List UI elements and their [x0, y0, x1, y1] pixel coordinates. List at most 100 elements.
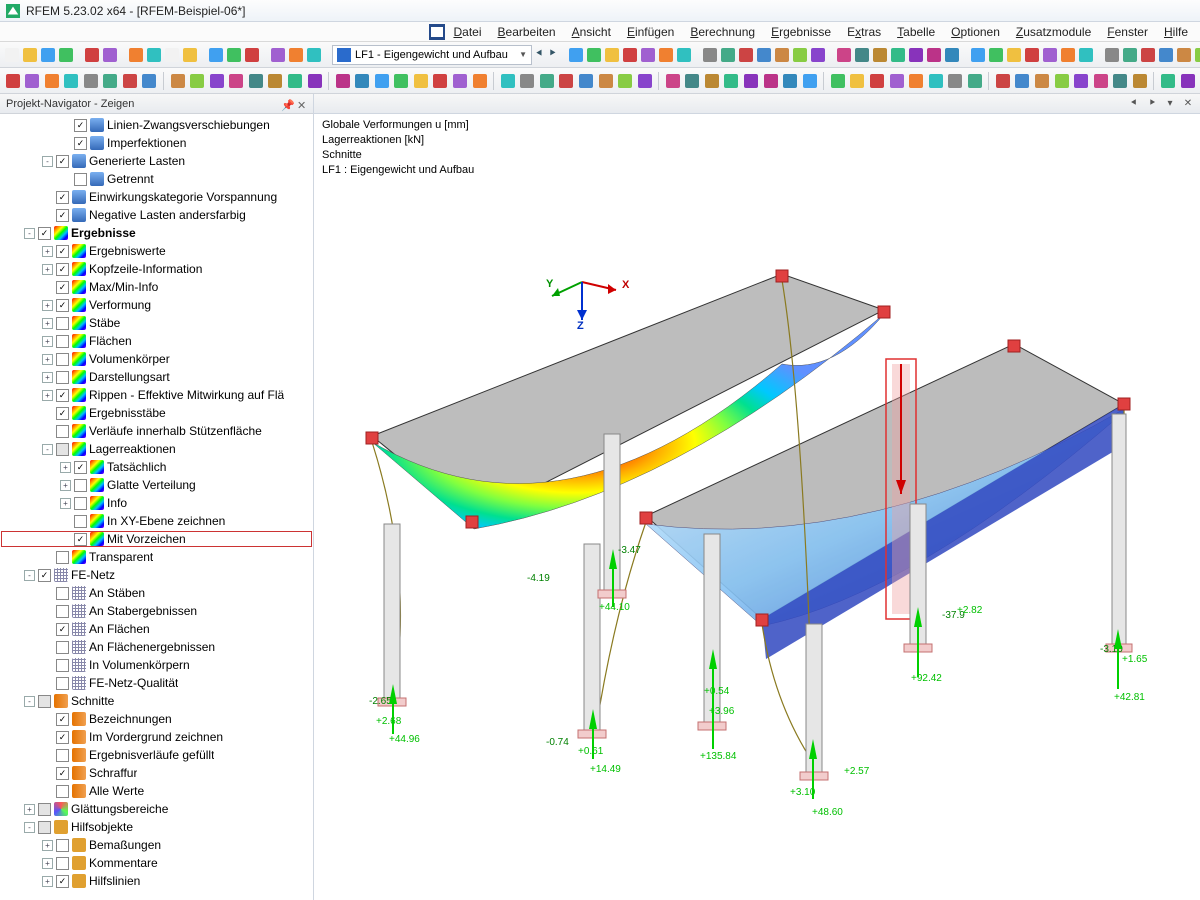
- tool-r2-42[interactable]: [868, 70, 886, 92]
- view-close-icon[interactable]: ✕: [1180, 96, 1196, 112]
- tool-r1-22[interactable]: [988, 44, 1004, 66]
- tree-row[interactable]: Getrennt: [0, 170, 313, 188]
- tree-row[interactable]: -Hilfsobjekte: [0, 818, 313, 836]
- tree-row[interactable]: -Schnitte: [0, 692, 313, 710]
- tree-checkbox[interactable]: [56, 191, 69, 204]
- tool-r2-35[interactable]: [723, 70, 741, 92]
- tool-r2-8[interactable]: [169, 70, 187, 92]
- tree-row[interactable]: Im Vordergrund zeichnen: [0, 728, 313, 746]
- tool-r2-17[interactable]: [354, 70, 372, 92]
- tree-row[interactable]: Transparent: [0, 548, 313, 566]
- tree-row[interactable]: +Kommentare: [0, 854, 313, 872]
- tool-r2-29[interactable]: [597, 70, 615, 92]
- tree-row[interactable]: Max/Min-Info: [0, 278, 313, 296]
- loadcase-combo[interactable]: LF1 - Eigengewicht und Aufbau▼: [332, 45, 532, 65]
- tool-r1-12[interactable]: [792, 44, 808, 66]
- tool-r2-16[interactable]: [334, 70, 352, 92]
- tool-r2-52[interactable]: [1072, 70, 1090, 92]
- tool-r2-34[interactable]: [703, 70, 721, 92]
- tool-prev-lc[interactable]: ⯇: [534, 44, 545, 66]
- tree-row[interactable]: +Ergebniswerte: [0, 242, 313, 260]
- tree-checkbox[interactable]: [56, 839, 69, 852]
- tool-pan[interactable]: [244, 44, 260, 66]
- tree-row[interactable]: +Glättungsbereiche: [0, 800, 313, 818]
- tool-open[interactable]: [22, 44, 38, 66]
- expand-icon[interactable]: +: [42, 390, 53, 401]
- expand-icon[interactable]: +: [42, 336, 53, 347]
- expand-icon[interactable]: +: [60, 480, 71, 491]
- expand-icon[interactable]: +: [42, 318, 53, 329]
- tree-checkbox[interactable]: [56, 263, 69, 276]
- tool-r2-24[interactable]: [499, 70, 517, 92]
- tool-r2-45[interactable]: [927, 70, 945, 92]
- tree-row[interactable]: +Stäbe: [0, 314, 313, 332]
- tool-r1-6[interactable]: [676, 44, 692, 66]
- tree-checkbox[interactable]: [56, 785, 69, 798]
- tree-checkbox[interactable]: [56, 587, 69, 600]
- expand-icon[interactable]: +: [42, 354, 53, 365]
- tool-r2-9[interactable]: [189, 70, 207, 92]
- tree-row[interactable]: An Stabergebnissen: [0, 602, 313, 620]
- tool-r2-56[interactable]: [1159, 70, 1177, 92]
- tree-row[interactable]: In Volumenkörpern: [0, 656, 313, 674]
- tool-r1-33[interactable]: [1194, 44, 1200, 66]
- tree-checkbox[interactable]: [56, 371, 69, 384]
- tool-r2-21[interactable]: [432, 70, 450, 92]
- tree-checkbox[interactable]: [38, 821, 51, 834]
- tool-r2-23[interactable]: [471, 70, 489, 92]
- expand-icon[interactable]: +: [60, 498, 71, 509]
- tool-r2-20[interactable]: [412, 70, 430, 92]
- tree-checkbox[interactable]: [74, 173, 87, 186]
- tree-row[interactable]: FE-Netz-Qualität: [0, 674, 313, 692]
- tool-r2-10[interactable]: [208, 70, 226, 92]
- tool-r2-54[interactable]: [1111, 70, 1129, 92]
- tool-next-lc[interactable]: ⯈: [547, 44, 558, 66]
- tool-r2-0[interactable]: [4, 70, 22, 92]
- tool-cursor[interactable]: [164, 44, 180, 66]
- tree-checkbox[interactable]: [38, 569, 51, 582]
- tree-row[interactable]: -FE-Netz: [0, 566, 313, 584]
- tree-checkbox[interactable]: [56, 299, 69, 312]
- menu-extras[interactable]: Extras: [839, 23, 889, 41]
- tree-checkbox[interactable]: [56, 731, 69, 744]
- tool-undo[interactable]: [84, 44, 100, 66]
- tool-r1-14[interactable]: [836, 44, 852, 66]
- tree-checkbox[interactable]: [74, 137, 87, 150]
- tool-r2-15[interactable]: [306, 70, 324, 92]
- tool-r2-26[interactable]: [538, 70, 556, 92]
- tree-checkbox[interactable]: [38, 803, 51, 816]
- menu-optionen[interactable]: Optionen: [943, 23, 1008, 41]
- tool-r2-14[interactable]: [286, 70, 304, 92]
- expand-icon[interactable]: +: [42, 840, 53, 851]
- view-next-icon[interactable]: ⯈: [1144, 96, 1160, 112]
- tool-r1-29[interactable]: [1122, 44, 1138, 66]
- menu-datei[interactable]: DDateiatei: [445, 23, 489, 41]
- tool-r1-5[interactable]: [658, 44, 674, 66]
- tree-checkbox[interactable]: [74, 497, 87, 510]
- tree-checkbox[interactable]: [74, 515, 87, 528]
- tree-row[interactable]: +Info: [0, 494, 313, 512]
- tree-checkbox[interactable]: [56, 317, 69, 330]
- tool-r2-43[interactable]: [888, 70, 906, 92]
- tool-r2-7[interactable]: [141, 70, 159, 92]
- menu-berechnung[interactable]: Berechnung: [682, 23, 763, 41]
- tool-r1-17[interactable]: [890, 44, 906, 66]
- tool-r1-31[interactable]: [1158, 44, 1174, 66]
- tree-row[interactable]: In XY-Ebene zeichnen: [0, 512, 313, 530]
- expand-icon[interactable]: +: [42, 300, 53, 311]
- tree-checkbox[interactable]: [74, 119, 87, 132]
- tool-table[interactable]: [270, 44, 286, 66]
- tool-r1-0[interactable]: [568, 44, 584, 66]
- tool-r1-9[interactable]: [738, 44, 754, 66]
- view-prev-icon[interactable]: ⯇: [1126, 96, 1142, 112]
- tool-r2-49[interactable]: [1014, 70, 1032, 92]
- tool-r2-11[interactable]: [228, 70, 246, 92]
- tool-r2-12[interactable]: [247, 70, 265, 92]
- tool-zoom2[interactable]: [226, 44, 242, 66]
- tree-checkbox[interactable]: [56, 335, 69, 348]
- tool-r1-3[interactable]: [622, 44, 638, 66]
- tool-r2-53[interactable]: [1092, 70, 1110, 92]
- tree-row[interactable]: Alle Werte: [0, 782, 313, 800]
- tool-undo2[interactable]: [128, 44, 144, 66]
- tree-checkbox[interactable]: [38, 695, 51, 708]
